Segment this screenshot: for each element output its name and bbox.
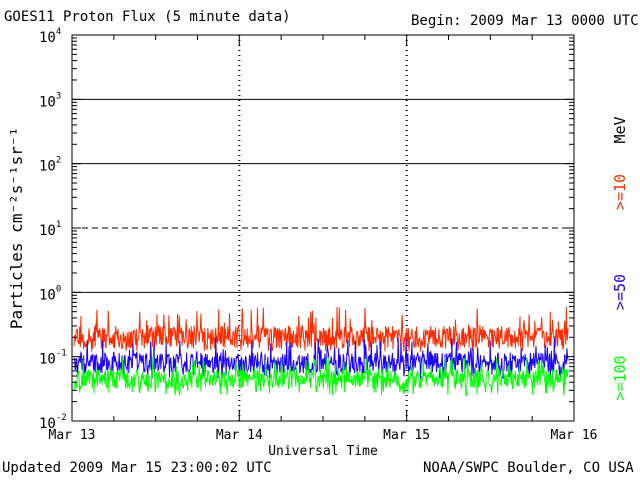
x-tick-label: Mar 13	[49, 428, 96, 443]
y-axis-label-group: Particles cm⁻²s⁻¹sr⁻¹	[7, 127, 26, 329]
series-line	[73, 337, 569, 380]
plot-grid	[72, 35, 574, 421]
x-axis-ticks: Mar 13 Mar 14 Mar 15 Mar 16	[49, 35, 598, 443]
y-axis-label: Particles cm⁻²s⁻¹sr⁻¹	[7, 127, 26, 329]
y-tick-label: 103	[39, 91, 61, 110]
series-lines	[73, 306, 569, 397]
y-tick-label: 100	[39, 284, 61, 303]
series-line	[73, 306, 569, 352]
legend-label: >=10	[611, 174, 629, 210]
y-tick-label: 10-1	[39, 349, 67, 368]
y-tick-label: 101	[39, 220, 61, 239]
x-tick-label: Mar 15	[383, 428, 430, 443]
legend-label: >=50	[611, 274, 629, 310]
legend-entry: >=50	[611, 274, 629, 310]
begin-label: Begin: 2009 Mar 13 0000 UTC	[411, 13, 639, 29]
x-tick-label: Mar 14	[216, 428, 263, 443]
credit-label: NOAA/SWPC Boulder, CO USA	[423, 460, 634, 476]
legend-entry: MeV	[611, 116, 629, 143]
legend-label: MeV	[611, 116, 629, 143]
x-axis-label: Universal Time	[268, 444, 378, 459]
updated-timestamp: Updated 2009 Mar 15 23:00:02 UTC	[2, 460, 272, 476]
legend-entry: >=100	[611, 355, 629, 400]
legend-entry: >=10	[611, 174, 629, 210]
x-tick-label: Mar 16	[551, 428, 598, 443]
legend: MeV >=10 >=50 >=100	[611, 116, 629, 400]
y-tick-label: 102	[39, 156, 61, 175]
series-line	[73, 356, 569, 397]
y-tick-label: 104	[39, 27, 61, 46]
chart-title: GOES11 Proton Flux (5 minute data)	[4, 9, 291, 25]
legend-label: >=100	[611, 355, 629, 400]
